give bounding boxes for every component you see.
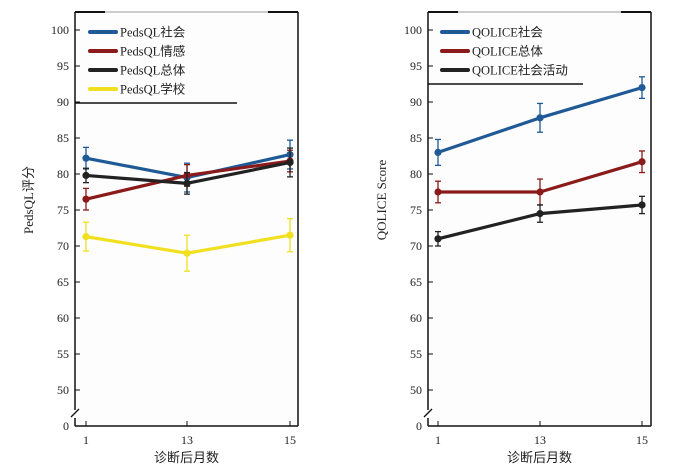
x-tick-label: 15 xyxy=(284,433,296,447)
x-tick-label: 13 xyxy=(181,433,193,447)
y-tick-label: 90 xyxy=(57,95,69,109)
legend-label: QOLICE社会活动 xyxy=(472,63,568,78)
y-tick-label: 60 xyxy=(410,311,422,325)
y-tick-label: 80 xyxy=(410,167,422,181)
data-point xyxy=(536,188,544,196)
y-tick-label: 65 xyxy=(57,275,69,289)
y-tick-label: 70 xyxy=(410,239,422,253)
series-1 xyxy=(434,76,646,167)
data-point xyxy=(536,114,544,122)
y-tick-label: 100 xyxy=(404,23,422,37)
plot-area xyxy=(74,11,299,427)
series-3 xyxy=(82,147,294,195)
data-point xyxy=(286,158,294,167)
y-tick-label: 85 xyxy=(57,131,69,145)
x-tick-label: 1 xyxy=(83,433,89,447)
y-tick-label: 60 xyxy=(57,311,69,325)
legend-label: PedsQL学校 xyxy=(120,82,186,97)
y-tick-label: 65 xyxy=(410,275,422,289)
data-point xyxy=(183,179,191,187)
data-point xyxy=(434,188,442,196)
legend-label: QOLICE社会 xyxy=(472,25,543,40)
y-tick-label: 0 xyxy=(63,419,69,433)
y-tick-label: 55 xyxy=(57,347,69,361)
data-point xyxy=(434,235,442,243)
data-point xyxy=(638,158,646,166)
y-axis-label: PedsQL评分 xyxy=(21,166,36,234)
x-axis-label: 诊断后月数 xyxy=(507,450,572,465)
data-point xyxy=(183,249,191,257)
y-tick-label: 90 xyxy=(410,95,422,109)
y-axis-label: QOLICE Score xyxy=(374,160,389,241)
series-4 xyxy=(82,217,294,272)
legend-label: PedsQL社会 xyxy=(120,25,186,40)
axis-break-mark xyxy=(423,408,433,418)
x-tick-label: 13 xyxy=(534,433,546,447)
chart-panel-qolice: 0 50 55 60 65 70 75 80 85 90 95 100 1 13 15 诊断后月数 QOLICE… xyxy=(374,11,652,465)
y-tick-label: 75 xyxy=(410,203,422,217)
axis-break-gap xyxy=(424,410,432,418)
y-tick-label: 100 xyxy=(51,23,69,37)
y-tick-label: 0 xyxy=(416,419,422,433)
data-point xyxy=(638,84,646,92)
legend-label: PedsQL情感 xyxy=(120,44,185,59)
data-point xyxy=(638,201,646,209)
data-point xyxy=(536,210,544,218)
data-point xyxy=(286,231,294,239)
y-tick-label: 50 xyxy=(57,383,69,397)
y-tick-label: 75 xyxy=(57,203,69,217)
x-axis-label: 诊断后月数 xyxy=(154,450,219,465)
legend-label: PedsQL总体 xyxy=(120,64,186,78)
data-point xyxy=(82,154,90,162)
y-tick-label: 55 xyxy=(410,347,422,361)
chart-panel-pedsql: 0 50 55 60 65 70 75 80 85 90 95 100 1 13 15 诊断后月数 PedsQL… xyxy=(21,11,299,465)
data-point xyxy=(82,171,90,180)
y-tick-label: 95 xyxy=(57,59,69,73)
data-point xyxy=(434,148,442,156)
x-tick-label: 1 xyxy=(435,433,441,447)
y-tick-label: 85 xyxy=(410,131,422,145)
series-3 xyxy=(434,195,646,247)
y-tick-label: 70 xyxy=(57,239,69,253)
data-point xyxy=(82,233,90,241)
series-2 xyxy=(434,150,646,206)
axis-break-mark xyxy=(70,408,80,418)
y-tick-label: 95 xyxy=(410,59,422,73)
legend-label: QOLICE总体 xyxy=(472,45,543,59)
axis-break-gap xyxy=(71,410,79,418)
data-point xyxy=(82,195,90,203)
y-tick-label: 50 xyxy=(410,383,422,397)
x-tick-label: 15 xyxy=(636,433,648,447)
y-tick-label: 80 xyxy=(57,167,69,181)
